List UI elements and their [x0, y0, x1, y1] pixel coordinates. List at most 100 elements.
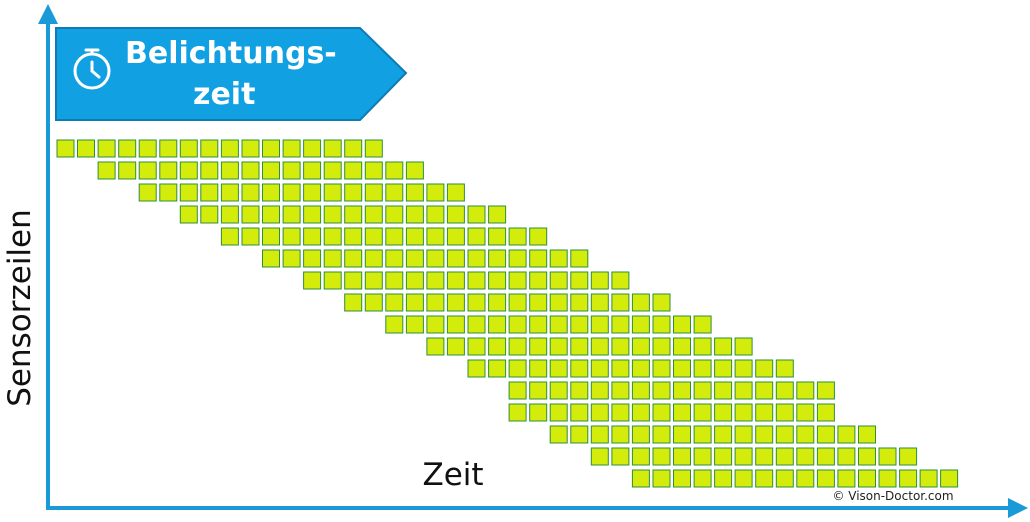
pixel-cell [467, 293, 486, 312]
pixel-cell [796, 469, 815, 488]
banner: Belichtungs- zeit [55, 27, 408, 121]
pixel-cell [385, 249, 404, 268]
pixel-cell [570, 293, 589, 312]
pixel-cell [529, 403, 548, 422]
pixel-cell [549, 403, 568, 422]
pixel-cell [323, 139, 342, 158]
pixel-cell [303, 161, 322, 180]
pixel-cell [220, 161, 239, 180]
pixel-cell [488, 271, 507, 290]
pixel-cell [652, 315, 671, 334]
pixel-cell [405, 315, 424, 334]
pixel-cell [467, 337, 486, 356]
pixel-cell [652, 469, 671, 488]
pixel-cell [529, 271, 548, 290]
pixel-cell [919, 469, 938, 488]
pixel-cell [611, 337, 630, 356]
pixel-cell [611, 271, 630, 290]
pixel-cell [693, 315, 712, 334]
pixel-cell [673, 337, 691, 356]
pixel-cell [816, 447, 835, 466]
pixel-cell [755, 359, 774, 378]
pixel-cell [652, 447, 671, 466]
pixel-cell [734, 447, 753, 466]
pixel-cell [631, 293, 650, 312]
pixel-cell [426, 271, 445, 290]
pixel-cell [549, 359, 568, 378]
pixel-cell [344, 227, 363, 246]
pixel-cell [364, 227, 383, 246]
pixel-cell [488, 205, 507, 224]
pixel-cell [200, 161, 219, 180]
pixel-cell [282, 205, 301, 224]
pixel-cell [570, 381, 589, 400]
pixel-cell [426, 227, 445, 246]
pixel-cell [303, 205, 322, 224]
pixel-cell [734, 359, 753, 378]
pixel-cell [488, 249, 507, 268]
pixel-cell [755, 447, 774, 466]
pixel-cell [385, 293, 404, 312]
pixel-cell [508, 381, 527, 400]
pixel-cell [529, 337, 548, 356]
pixel-cell [714, 337, 733, 356]
pixel-cell [837, 425, 856, 444]
pixel-cell [200, 139, 219, 158]
pixel-cell [734, 425, 753, 444]
pixel-cell [385, 183, 404, 202]
pixel-cell [200, 205, 219, 224]
pixel-cell [138, 183, 157, 202]
pixel-cell [631, 315, 650, 334]
pixel-cell [508, 249, 527, 268]
pixel-cell [590, 425, 609, 444]
pixel-cell [282, 161, 301, 180]
pixel-cell [611, 447, 630, 466]
pixel-cell [344, 183, 363, 202]
pixel-cell [631, 403, 650, 422]
pixel-cell [652, 337, 671, 356]
pixel-cell [755, 381, 774, 400]
pixel-cell [179, 205, 198, 224]
pixel-cell [590, 381, 609, 400]
pixel-cell [323, 205, 342, 224]
pixel-cell [611, 315, 630, 334]
pixel-cell [323, 271, 342, 290]
pixel-cell [56, 139, 75, 158]
pixel-cell [385, 161, 404, 180]
pixel-cell [282, 227, 301, 246]
pixel-cell [446, 205, 465, 224]
pixel-cell [426, 249, 445, 268]
pixel-cell [262, 227, 280, 246]
pixel-cell [611, 381, 630, 400]
pixel-cell [693, 381, 712, 400]
pixel-cell [282, 139, 301, 158]
pixel-cell [262, 161, 280, 180]
pixel-cell [405, 227, 424, 246]
pixel-cell [159, 139, 178, 158]
pixel-cell [508, 359, 527, 378]
pixel-cell [344, 271, 363, 290]
pixel-cell [858, 469, 876, 488]
pixel-cell [241, 139, 260, 158]
banner-line-1: Belichtungs- [125, 36, 337, 71]
pixel-cell [631, 447, 650, 466]
pixel-cell [529, 249, 548, 268]
pixel-cell [426, 205, 445, 224]
pixel-cell [549, 337, 568, 356]
pixel-cell [878, 469, 897, 488]
pixel-cell [878, 447, 897, 466]
pixel-cell [508, 315, 527, 334]
pixel-cell [714, 425, 733, 444]
pixel-cell [282, 249, 301, 268]
pixel-cell [97, 139, 116, 158]
pixel-cell [179, 183, 198, 202]
pixel-cell [590, 315, 609, 334]
pixel-cell [693, 469, 712, 488]
pixel-cell [488, 293, 507, 312]
pixel-cell [508, 337, 527, 356]
pixel-cell [673, 447, 691, 466]
pixel-cell [385, 315, 404, 334]
pixel-cell [755, 469, 774, 488]
pixel-cell [714, 359, 733, 378]
